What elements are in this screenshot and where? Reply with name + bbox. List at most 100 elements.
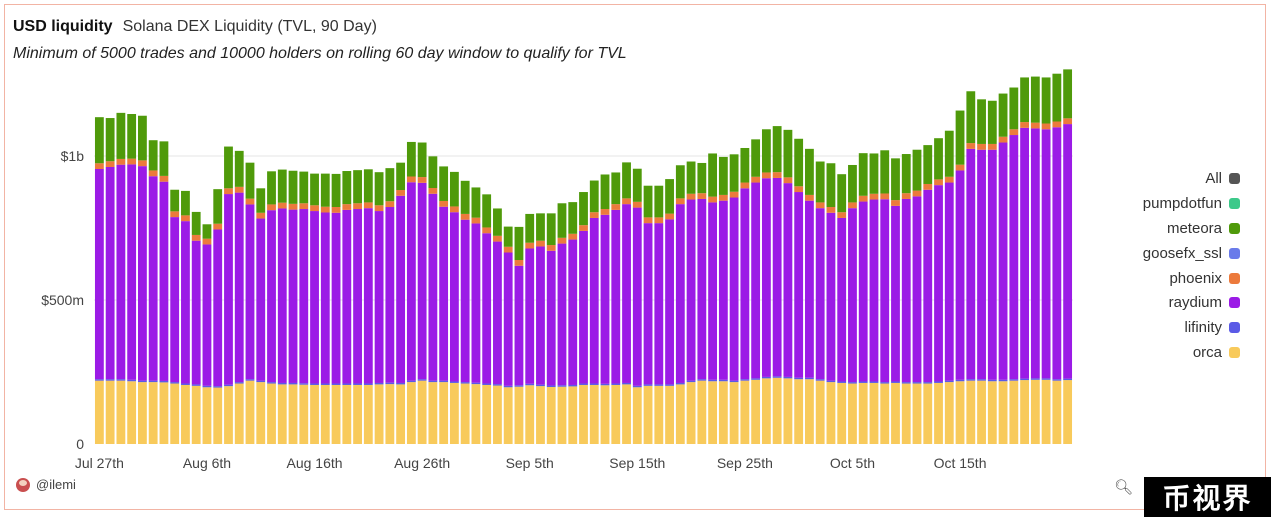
bar-raydium (934, 185, 943, 382)
bar-meteora (277, 169, 287, 203)
bar-raydium (826, 212, 836, 381)
bar-phoenix (525, 242, 535, 249)
bar-lifinity (331, 383, 341, 385)
bar-orca (245, 380, 255, 444)
bar-raydium (320, 212, 330, 384)
bar-lifinity (127, 379, 137, 382)
bar-lifinity (471, 382, 481, 385)
bar-raydium (880, 199, 890, 383)
legend-item-All[interactable]: All (1100, 166, 1240, 191)
bar-phoenix (277, 202, 287, 209)
bar-stack (557, 203, 567, 444)
bar-stack (267, 171, 276, 444)
bar-stack (815, 161, 825, 444)
bar-lifinity (901, 382, 911, 384)
bar-orca (449, 382, 459, 444)
x-tick-label: Oct 5th (830, 455, 875, 471)
bar-stack (288, 170, 298, 444)
x-tick-label: Jul 27th (75, 455, 124, 471)
bar-lifinity (912, 382, 922, 384)
bar-raydium (105, 166, 115, 380)
bar-meteora (159, 141, 169, 176)
legend-item-lifinity[interactable]: lifinity (1100, 315, 1240, 340)
bar-phoenix (794, 186, 804, 193)
bar-stack (665, 179, 674, 444)
bar-phoenix (729, 191, 739, 198)
bar-orca (94, 380, 104, 444)
bar-orca (536, 386, 545, 444)
bar-meteora (138, 115, 147, 161)
bar-stack (934, 138, 943, 444)
bar-orca (987, 381, 997, 444)
bar-stack (331, 173, 341, 444)
bar-raydium (912, 196, 922, 383)
bar-lifinity (525, 383, 535, 386)
bar-raydium (740, 188, 750, 380)
bar-lifinity (772, 376, 782, 378)
bar-meteora (267, 171, 276, 205)
bar-stack (460, 180, 470, 444)
legend-label: raydium (1168, 294, 1222, 312)
bar-raydium (761, 178, 771, 377)
bar-lifinity (708, 379, 718, 382)
bar-lifinity (267, 382, 276, 384)
bar-orca (546, 386, 556, 444)
legend-item-raydium[interactable]: raydium (1100, 290, 1240, 315)
legend-item-phoenix[interactable]: phoenix (1100, 266, 1240, 291)
author-avatar[interactable] (16, 477, 30, 492)
bar-meteora (600, 174, 610, 210)
bar-orca (374, 384, 384, 444)
bar-phoenix (880, 193, 890, 200)
bar-raydium (406, 182, 416, 381)
bar-orca (718, 381, 728, 444)
bar-orca (277, 384, 287, 444)
legend-item-goosefx_ssl[interactable]: goosefx_ssl (1100, 241, 1240, 266)
bar-stack (632, 168, 642, 444)
bar-meteora (998, 93, 1008, 137)
bar-stack (353, 170, 362, 444)
bar-meteora (977, 99, 986, 144)
bar-orca (869, 382, 879, 444)
bar-stack (837, 174, 847, 444)
bar-phoenix (310, 205, 319, 212)
bar-raydium (493, 241, 502, 385)
bar-raydium (439, 206, 449, 381)
bar-lifinity (406, 380, 416, 383)
bar-orca (826, 382, 836, 444)
bar-stack (718, 156, 728, 444)
bar-phoenix (138, 160, 147, 167)
bar-phoenix (417, 177, 427, 183)
author-handle[interactable]: @ilemi (36, 477, 76, 492)
bar-orca (729, 382, 739, 444)
legend-item-orca[interactable]: orca (1100, 340, 1240, 365)
bar-meteora (428, 156, 438, 189)
bar-raydium (234, 192, 244, 383)
bar-raydium (805, 200, 814, 378)
bar-phoenix (267, 204, 276, 211)
bar-raydium (181, 221, 190, 384)
bar-lifinity (224, 384, 233, 387)
bar-lifinity (729, 380, 739, 383)
bar-stack (805, 148, 814, 444)
bar-phoenix (428, 188, 438, 194)
bar-raydium (1063, 124, 1073, 379)
bar-lifinity (256, 380, 266, 383)
bar-stack (686, 161, 696, 444)
link-icon[interactable]: 🔍︎ (1114, 479, 1134, 496)
bar-stack (342, 171, 352, 444)
bar-orca (482, 384, 492, 444)
bar-phoenix (740, 182, 750, 189)
bar-raydium (1009, 135, 1019, 380)
legend-swatch (1229, 272, 1240, 284)
bar-phoenix (471, 217, 481, 224)
legend-item-pumpdotfun[interactable]: pumpdotfun (1100, 191, 1240, 216)
legend-item-meteora[interactable]: meteora (1100, 216, 1240, 241)
bar-phoenix (342, 204, 352, 210)
bar-stack (1020, 77, 1029, 444)
query-title[interactable]: USD liquidity (13, 18, 113, 35)
bar-phoenix (891, 200, 900, 206)
bar-lifinity (546, 385, 556, 387)
bar-stack (708, 153, 718, 444)
bar-stack (105, 118, 115, 444)
